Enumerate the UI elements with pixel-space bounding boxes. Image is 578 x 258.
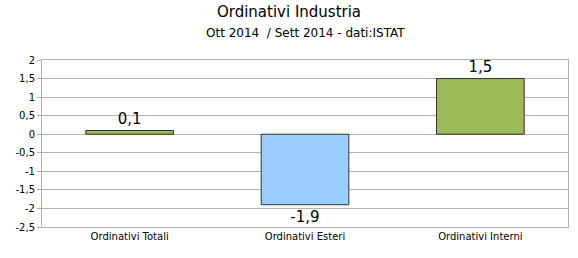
svg-text:0: 0 (29, 129, 35, 140)
svg-text:-1: -1 (25, 166, 35, 177)
svg-text:Ott 2014 / Sett 2014 - dati:I: Ott 2014 / Sett 2014 - dati:ISTAT (206, 26, 405, 40)
svg-text:Ordinativi Interni: Ordinativi Interni (438, 231, 522, 242)
svg-text:-2: -2 (25, 203, 35, 214)
svg-text:Ordinativi Totali: Ordinativi Totali (91, 231, 169, 242)
svg-text:-1,5: -1,5 (15, 184, 35, 195)
svg-text:2: 2 (29, 55, 35, 66)
svg-text:-1,9: -1,9 (290, 208, 319, 226)
svg-text:1: 1 (29, 92, 35, 103)
svg-text:1,5: 1,5 (19, 73, 35, 84)
svg-text:Ordinativi Industria: Ordinativi Industria (217, 3, 361, 21)
svg-text:1,5: 1,5 (468, 58, 492, 76)
svg-text:Ordinativi Esteri: Ordinativi Esteri (265, 231, 345, 242)
svg-text:0,1: 0,1 (118, 110, 142, 128)
svg-text:-2,5: -2,5 (15, 222, 35, 233)
svg-text:-0,5: -0,5 (15, 147, 35, 158)
svg-text:0,5: 0,5 (19, 110, 35, 121)
